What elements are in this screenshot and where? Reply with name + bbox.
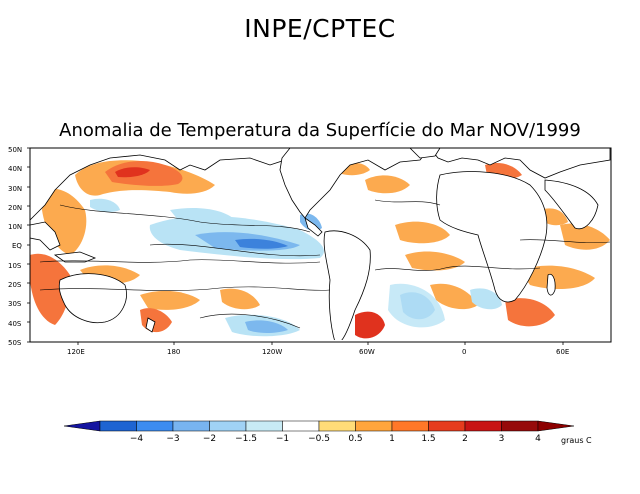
colorbar-swatch	[464, 420, 502, 432]
colorbar-swatch	[245, 420, 283, 432]
land-europe	[429, 147, 611, 179]
lon-label: 0	[462, 348, 466, 356]
lat-label: 10N	[8, 223, 22, 231]
cold-region-sw-pacific-core	[245, 320, 288, 333]
lat-label: 20S	[8, 281, 22, 289]
warm-region-atlantic-south	[405, 251, 465, 271]
colorbar-label: −1	[276, 434, 289, 444]
colorbar-arrow-left	[63, 420, 101, 432]
colorbar-swatch	[172, 420, 210, 432]
colorbar-label: −4	[130, 434, 144, 444]
colorbar-label: −2	[203, 434, 216, 444]
lon-label: 60W	[359, 348, 375, 356]
colorbar-label: −1.5	[235, 434, 257, 444]
longitude-axis: 120E 180 120W 60W 0 60E	[67, 342, 569, 356]
land-central-america	[304, 217, 323, 237]
land-south-america	[323, 230, 371, 343]
cold-region-equatorial-strong	[235, 238, 288, 249]
cold-region-s-atlantic-outer	[388, 283, 445, 328]
warm-region-atlantic-tropical	[395, 221, 450, 244]
colorbar-swatch	[136, 420, 174, 432]
colorbar-swatch	[99, 420, 137, 432]
land-north-america	[279, 147, 431, 219]
contour-lines	[39, 199, 611, 329]
colorbar-swatch	[318, 420, 356, 432]
land-se-asia	[29, 221, 61, 251]
lat-label: 50S	[8, 339, 22, 347]
lat-label: 50N	[8, 146, 22, 154]
colorbar-label: 0.5	[348, 434, 362, 444]
cold-region-indian-central	[470, 288, 502, 310]
land-australia	[58, 273, 127, 324]
colorbar-label: 1	[389, 434, 395, 444]
lat-label: EQ	[12, 242, 22, 250]
cold-region-kuroshio-ext	[90, 198, 120, 213]
colorbar-label: 2	[462, 434, 468, 444]
units-label: graus C	[561, 436, 592, 445]
warm-region-se-pacific	[220, 288, 260, 310]
lat-label: 30N	[8, 185, 22, 193]
colorbar: −4 −3 −2 −1.5 −1 −0.5 0.5 1 1.5 2 3 4	[63, 420, 575, 444]
lat-label: 30S	[8, 300, 22, 308]
land-asia	[29, 147, 291, 221]
lon-label: 120W	[262, 348, 282, 356]
warm-region-s-atlantic	[430, 283, 478, 310]
colorbar-arrow-right	[537, 420, 575, 432]
colorbar-swatch	[355, 420, 393, 432]
colorbar-label: 3	[499, 434, 505, 444]
map-title: Anomalia de Temperatura da Superfície do…	[59, 120, 581, 141]
colorbar-swatch	[501, 420, 539, 432]
continents	[29, 147, 611, 343]
lat-label: 40N	[8, 165, 22, 173]
warm-region-brazil-current	[355, 311, 385, 339]
lon-label: 180	[167, 348, 180, 356]
colorbar-swatch	[428, 420, 466, 432]
lat-label: 40S	[8, 320, 22, 328]
colorbar-label: 4	[535, 434, 541, 444]
colorbar-label: −0.5	[308, 434, 330, 444]
warm-region-kuroshio-core	[115, 167, 150, 178]
land-arabia-india	[544, 179, 599, 230]
land-africa	[436, 171, 548, 303]
header-title: INPE/CPTEC	[244, 14, 396, 43]
lat-label: 20N	[8, 204, 22, 212]
colorbar-swatch	[391, 420, 429, 432]
warm-region-indian-s	[520, 265, 595, 290]
land-madagascar	[546, 273, 556, 296]
warm-region-atlantic-n	[365, 175, 410, 194]
colorbar-label: −3	[166, 434, 179, 444]
lon-label: 120E	[67, 348, 85, 356]
colorbar-swatch	[282, 420, 320, 432]
cold-region-north-pacific-sub	[170, 208, 235, 225]
warm-region-south-pacific-2	[140, 290, 200, 310]
land-new-zealand	[145, 317, 156, 333]
colorbar-label: 1.5	[421, 434, 435, 444]
colorbar-swatch	[209, 420, 247, 432]
warm-region-indian-e	[560, 223, 610, 250]
lat-label: 10S	[8, 262, 22, 270]
latitude-axis: 50N 40N 30N 20N 10N EQ 10S 20S 30S 40S 5…	[8, 146, 30, 347]
warm-region-agulhas	[505, 298, 555, 327]
lon-label: 60E	[556, 348, 569, 356]
